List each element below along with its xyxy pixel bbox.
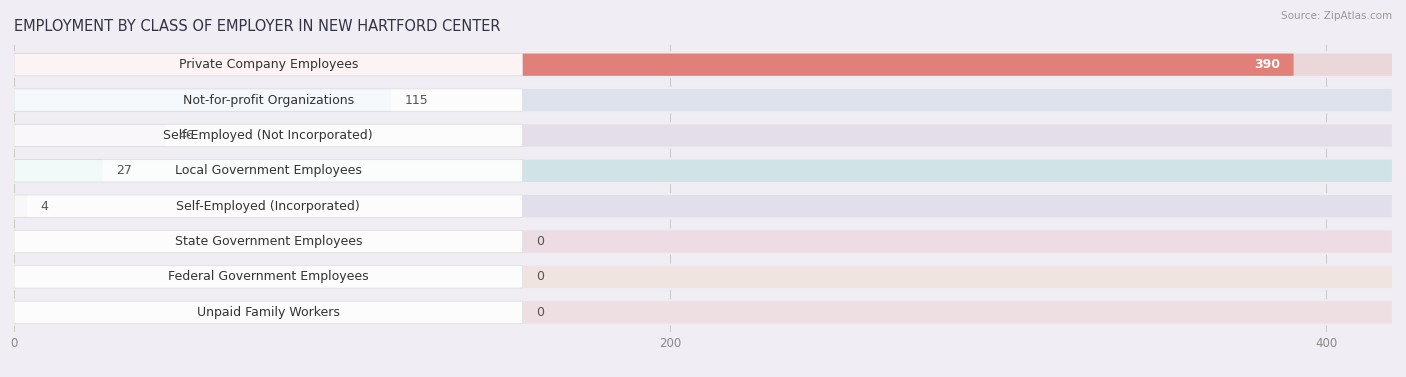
- FancyBboxPatch shape: [14, 228, 1392, 255]
- Text: 0: 0: [536, 235, 544, 248]
- FancyBboxPatch shape: [14, 89, 523, 111]
- FancyBboxPatch shape: [14, 266, 523, 288]
- FancyBboxPatch shape: [14, 89, 1392, 111]
- FancyBboxPatch shape: [14, 124, 1392, 147]
- FancyBboxPatch shape: [14, 51, 1392, 78]
- FancyBboxPatch shape: [14, 54, 1294, 76]
- Text: 115: 115: [405, 93, 429, 107]
- FancyBboxPatch shape: [14, 264, 1392, 290]
- FancyBboxPatch shape: [14, 230, 1392, 253]
- Text: 0: 0: [536, 270, 544, 284]
- Text: Local Government Employees: Local Government Employees: [174, 164, 361, 177]
- Text: Private Company Employees: Private Company Employees: [179, 58, 359, 71]
- FancyBboxPatch shape: [14, 160, 523, 182]
- FancyBboxPatch shape: [14, 54, 1392, 76]
- Text: Federal Government Employees: Federal Government Employees: [167, 270, 368, 284]
- Text: State Government Employees: State Government Employees: [174, 235, 363, 248]
- FancyBboxPatch shape: [14, 195, 1392, 217]
- FancyBboxPatch shape: [14, 266, 1392, 288]
- FancyBboxPatch shape: [14, 195, 27, 217]
- FancyBboxPatch shape: [14, 158, 1392, 184]
- FancyBboxPatch shape: [14, 124, 165, 147]
- Text: 4: 4: [41, 200, 48, 213]
- FancyBboxPatch shape: [14, 160, 103, 182]
- Text: 390: 390: [1254, 58, 1281, 71]
- Text: Not-for-profit Organizations: Not-for-profit Organizations: [183, 93, 354, 107]
- Text: 46: 46: [179, 129, 194, 142]
- Text: 0: 0: [536, 306, 544, 319]
- FancyBboxPatch shape: [14, 195, 523, 217]
- Text: Unpaid Family Workers: Unpaid Family Workers: [197, 306, 340, 319]
- FancyBboxPatch shape: [14, 301, 523, 323]
- FancyBboxPatch shape: [14, 122, 1392, 149]
- FancyBboxPatch shape: [14, 124, 523, 147]
- Text: Self-Employed (Incorporated): Self-Employed (Incorporated): [176, 200, 360, 213]
- FancyBboxPatch shape: [14, 299, 1392, 326]
- Text: Self-Employed (Not Incorporated): Self-Employed (Not Incorporated): [163, 129, 373, 142]
- FancyBboxPatch shape: [14, 89, 391, 111]
- FancyBboxPatch shape: [14, 193, 1392, 219]
- FancyBboxPatch shape: [14, 301, 1392, 323]
- Text: EMPLOYMENT BY CLASS OF EMPLOYER IN NEW HARTFORD CENTER: EMPLOYMENT BY CLASS OF EMPLOYER IN NEW H…: [14, 19, 501, 34]
- Text: 27: 27: [115, 164, 132, 177]
- FancyBboxPatch shape: [14, 160, 1392, 182]
- FancyBboxPatch shape: [14, 87, 1392, 113]
- Text: Source: ZipAtlas.com: Source: ZipAtlas.com: [1281, 11, 1392, 21]
- FancyBboxPatch shape: [14, 230, 523, 253]
- FancyBboxPatch shape: [14, 54, 523, 76]
